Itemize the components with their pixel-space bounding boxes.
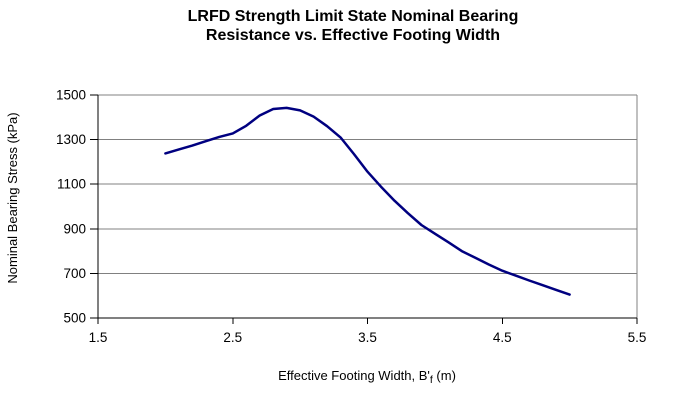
x-axis-title-main: Effective Footing Width, B' — [278, 368, 430, 383]
y-tick-label: 900 — [63, 221, 86, 236]
data-series-line — [164, 106, 571, 296]
y-tick-label: 700 — [63, 266, 86, 281]
y-tick-label: 1100 — [57, 177, 86, 192]
y-tick-label: 1300 — [56, 132, 86, 147]
chart-title-line2: Resistance vs. Effective Footing Width — [205, 27, 501, 44]
y-tick-label: 1500 — [56, 88, 86, 103]
y-axis-title: Nominal Bearing Stress (kPa) — [5, 112, 20, 283]
x-tick-label: 5.5 — [628, 330, 647, 345]
x-axis-title: Effective Footing Width, B'f (m) — [278, 368, 456, 386]
chart-title: LRFD Strength Limit State Nominal Bearin… — [26, 7, 680, 45]
plot-generated: 500 700 900 1100 1300 1500 1.5 2.5 3.5 4.5 5.5 — [56, 88, 646, 346]
x-tick-label: 1.5 — [89, 330, 108, 345]
chart-title-line1: LRFD Strength Limit State Nominal Bearin… — [187, 8, 519, 25]
x-axis-title-subscript: f — [430, 374, 433, 386]
x-tick-label: 3.5 — [358, 330, 377, 345]
y-tick-label: 500 — [63, 311, 86, 326]
x-tick-label: 4.5 — [493, 330, 512, 345]
x-axis-title-units: (m) — [433, 368, 456, 383]
x-tick-label: 2.5 — [223, 330, 242, 345]
